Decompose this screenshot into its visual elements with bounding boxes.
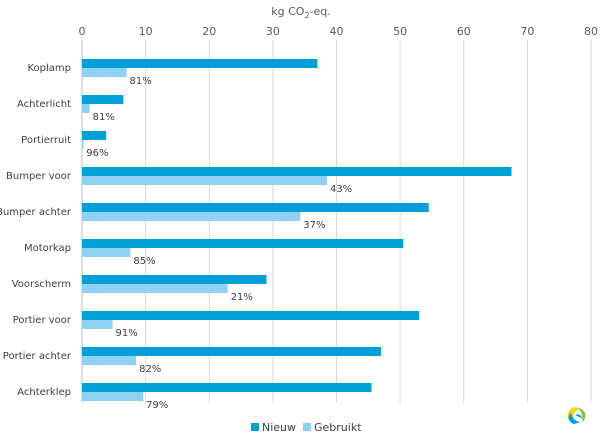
x-tick-labels: 0 10 20 30 40 50 60 70 80 bbox=[79, 25, 599, 38]
legend-label-gebruikt: Gebruikt bbox=[314, 421, 362, 434]
data-label: 43% bbox=[330, 184, 352, 195]
data-label: 81% bbox=[93, 112, 115, 123]
category-label: Portierruit bbox=[21, 135, 71, 146]
bar-gebruikt bbox=[82, 284, 228, 293]
bar-gebruikt bbox=[82, 212, 301, 221]
bar-nieuw bbox=[82, 347, 382, 356]
category-label: Portier achter bbox=[3, 351, 72, 362]
data-label: 96% bbox=[86, 148, 108, 159]
bar-gebruikt bbox=[82, 176, 327, 185]
data-label: 85% bbox=[133, 256, 155, 267]
category-label: Bumper voor bbox=[6, 171, 72, 182]
x-tick-label: 30 bbox=[266, 25, 280, 38]
category-label: Voorscherm bbox=[12, 279, 71, 290]
x-tick-label: 50 bbox=[393, 25, 407, 38]
x-tick-label: 10 bbox=[139, 25, 153, 38]
bar-gebruikt bbox=[82, 392, 144, 401]
x-tick-label: 0 bbox=[79, 25, 86, 38]
x-tick-label: 20 bbox=[202, 25, 216, 38]
axis-title: kg CO2-eq. bbox=[271, 5, 331, 20]
data-label: 79% bbox=[146, 400, 168, 411]
bar-gebruikt bbox=[82, 248, 131, 257]
category-label: Portier voor bbox=[13, 315, 72, 326]
bars bbox=[82, 59, 512, 401]
x-tick-label: 40 bbox=[330, 25, 344, 38]
bar-gebruikt bbox=[82, 104, 90, 113]
bar-nieuw bbox=[82, 131, 107, 140]
data-label: 81% bbox=[130, 76, 152, 87]
x-tick-label: 60 bbox=[457, 25, 471, 38]
bar-nieuw bbox=[82, 275, 267, 284]
bar-nieuw bbox=[82, 383, 372, 392]
category-label: Bumper achter bbox=[0, 207, 72, 218]
legend-swatch-gebruikt bbox=[303, 423, 311, 431]
data-label: 37% bbox=[303, 220, 325, 231]
bar-gebruikt bbox=[82, 320, 113, 329]
data-label: 21% bbox=[231, 292, 253, 303]
bar-nieuw bbox=[82, 203, 429, 212]
category-label: Koplamp bbox=[27, 63, 71, 74]
category-label: Achterklep bbox=[17, 387, 71, 398]
data-label: 91% bbox=[116, 328, 138, 339]
bar-gebruikt bbox=[82, 68, 127, 77]
data-labels: 81% 81% 96% 43% 37% 85% 21% 91% 82% 79% bbox=[86, 76, 352, 411]
legend-label-nieuw: Nieuw bbox=[262, 421, 296, 434]
brand-logo-icon bbox=[567, 407, 586, 424]
x-tick-label: 80 bbox=[584, 25, 598, 38]
bar-nieuw bbox=[82, 167, 512, 176]
bar-gebruikt bbox=[82, 140, 84, 149]
bar-gebruikt bbox=[82, 356, 137, 365]
category-label: Achterlicht bbox=[17, 99, 71, 110]
legend-swatch-nieuw bbox=[251, 423, 259, 431]
legend: Nieuw Gebruikt bbox=[251, 421, 362, 434]
bar-nieuw bbox=[82, 311, 420, 320]
category-label: Motorkap bbox=[24, 243, 71, 254]
bar-nieuw bbox=[82, 59, 318, 68]
bar-nieuw bbox=[82, 239, 404, 248]
gridlines bbox=[81, 40, 592, 403]
bar-nieuw bbox=[82, 95, 124, 104]
data-label: 82% bbox=[139, 364, 161, 375]
x-tick-label: 70 bbox=[520, 25, 534, 38]
category-labels: Koplamp Achterlicht Portierruit Bumper voor… bbox=[0, 63, 72, 398]
